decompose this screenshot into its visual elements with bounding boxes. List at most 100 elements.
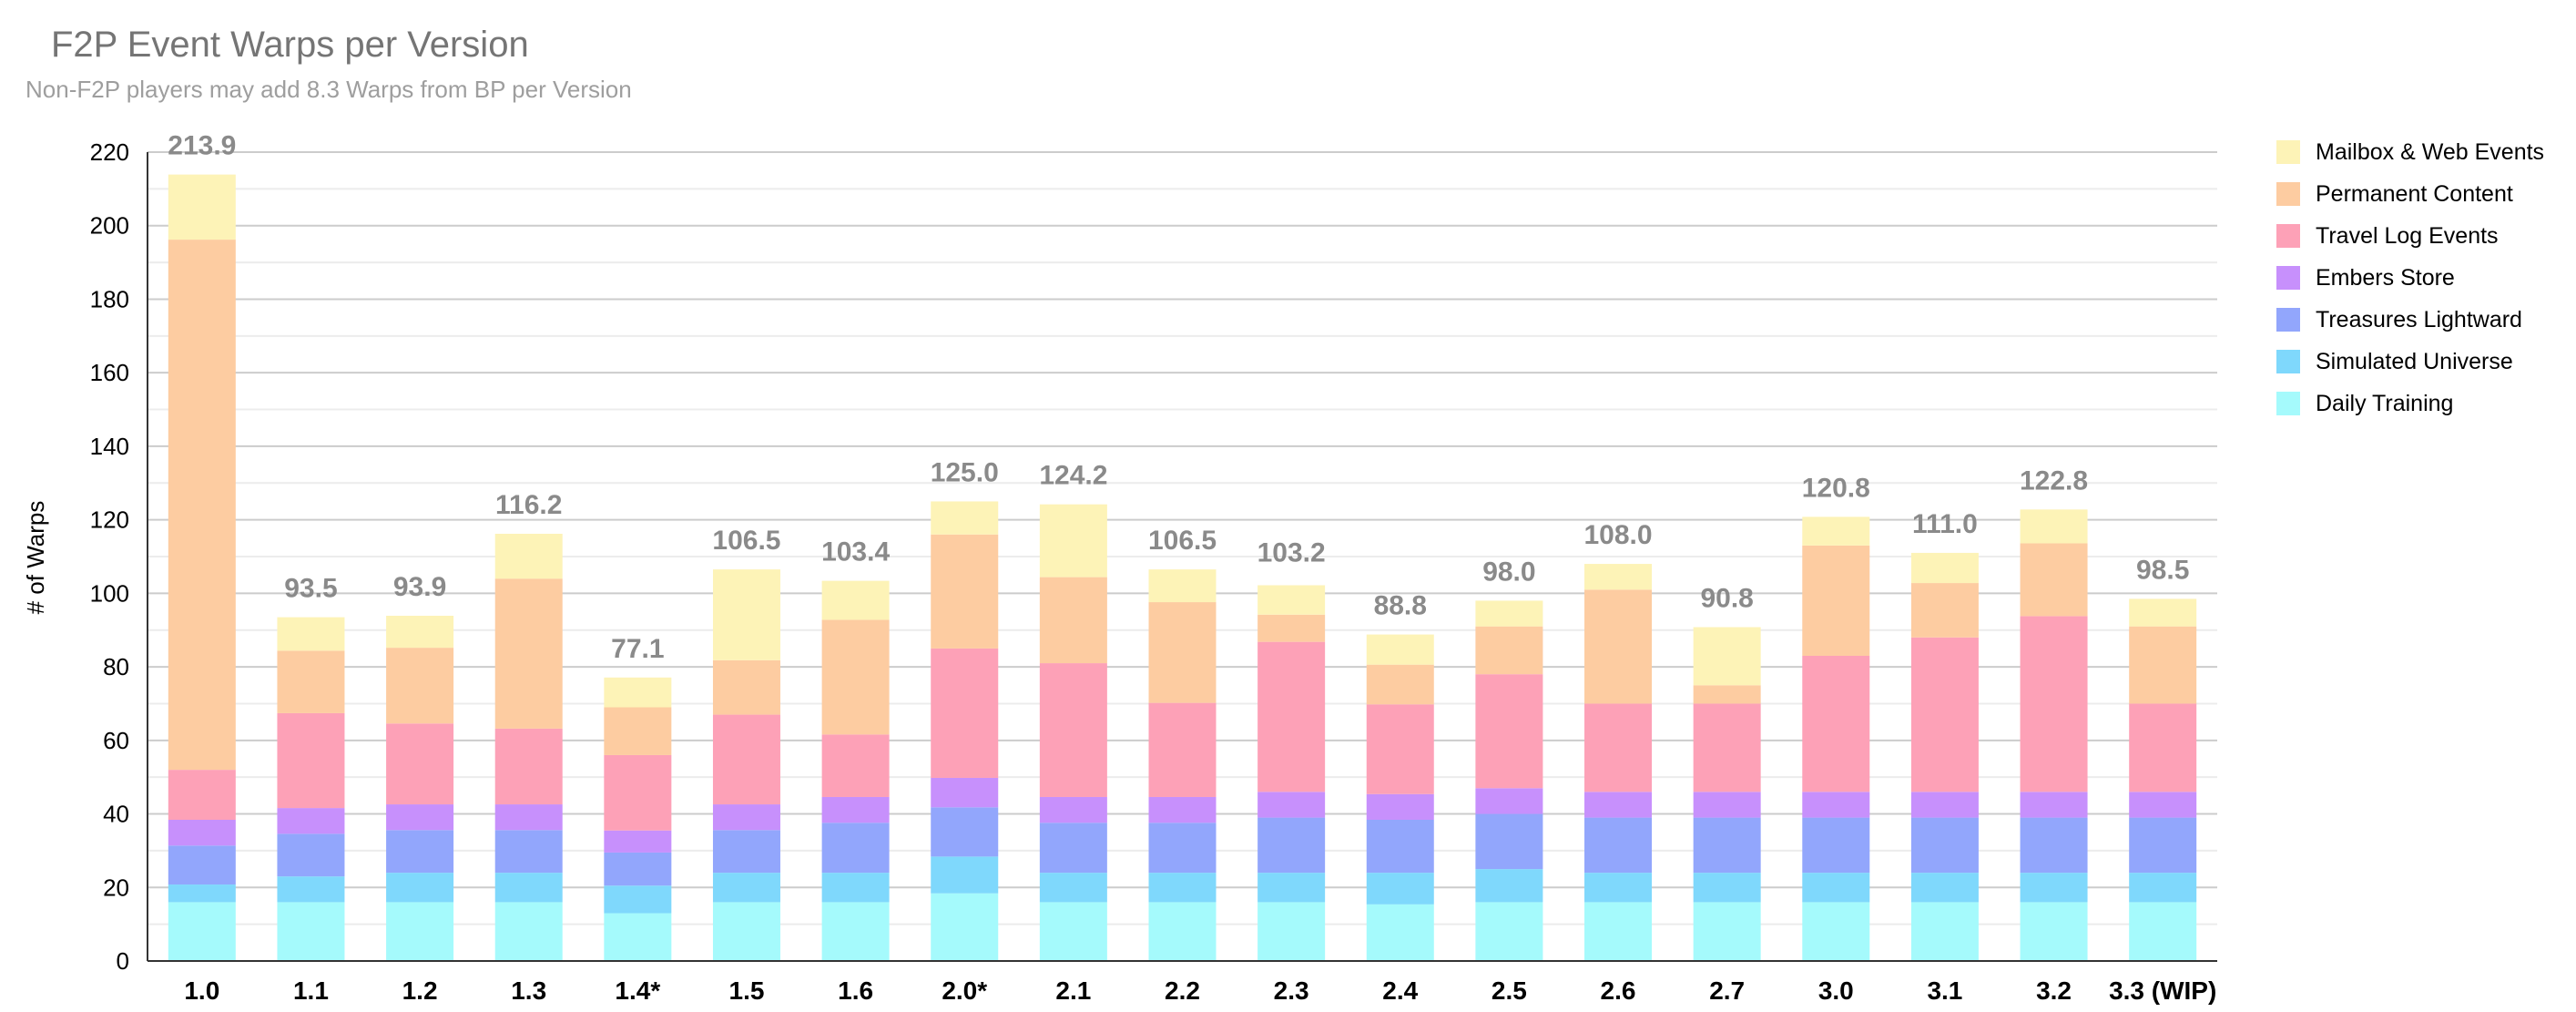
bar-segment: [931, 648, 999, 778]
bar-segment: [1910, 637, 1979, 792]
bar-segment: [2129, 902, 2197, 961]
bar-segment: [1475, 674, 1543, 789]
bar-segment: [931, 534, 999, 649]
bar-segment: [712, 804, 780, 831]
total-label: 108.0: [1583, 520, 1652, 550]
bar-segment: [1257, 614, 1326, 642]
bar-segment: [712, 873, 780, 903]
bar-segment: [712, 830, 780, 874]
total-label: 93.5: [284, 574, 337, 604]
legend-swatch: [2276, 224, 2300, 248]
bar-segment: [1693, 817, 1761, 874]
bar-segment: [1802, 545, 1870, 656]
total-label: 124.2: [1039, 461, 1107, 491]
bar-segment: [277, 617, 345, 651]
bar-segment: [277, 808, 345, 834]
x-tick-label: 3.2: [2036, 976, 2072, 1005]
bar-segment: [1910, 583, 1979, 638]
legend: Mailbox & Web Events Permanent Content Tra…: [2276, 139, 2544, 416]
y-tick-label: 100: [90, 579, 129, 607]
bar-segment: [1257, 641, 1326, 792]
bar-segment: [277, 876, 345, 903]
bar-segment: [1802, 902, 1870, 961]
bar-segment: [2129, 598, 2197, 627]
bar-segment: [494, 728, 563, 805]
bar-segment: [1366, 873, 1434, 905]
bar-segment: [821, 873, 890, 903]
bar-segment: [1148, 602, 1217, 703]
bar-segment: [1475, 902, 1543, 961]
bar-segment: [1802, 516, 1870, 546]
bar-segment: [1910, 902, 1979, 961]
bar-totals: 213.9 93.5 93.9 116.2 77.1 106.5 103.4 125.0 124…: [168, 131, 2189, 664]
bar-segment: [168, 770, 236, 821]
legend-label: Embers Store: [2316, 265, 2455, 291]
bar-segment: [604, 913, 672, 961]
total-label: 111.0: [1912, 509, 1978, 539]
bar-segment: [1910, 873, 1979, 903]
y-tick-label: 20: [103, 874, 129, 901]
bar-segment: [1475, 626, 1543, 675]
y-tick-label: 120: [90, 506, 129, 534]
bar-segment: [712, 714, 780, 805]
x-tick-label: 2.4: [1382, 976, 1418, 1005]
bar-segment: [1584, 873, 1653, 903]
bar-segment: [931, 501, 999, 535]
bar-segment: [386, 723, 454, 805]
bar-segment: [931, 856, 999, 894]
bar-segment: [494, 804, 563, 831]
total-label: 213.9: [168, 131, 236, 161]
x-tick-label: 2.7: [1709, 976, 1745, 1005]
bars: [168, 174, 2197, 961]
bar-segment: [1039, 504, 1107, 578]
bar-segment: [1148, 569, 1217, 603]
bar-segment: [2129, 792, 2197, 818]
bar-segment: [931, 807, 999, 857]
bar-segment: [168, 845, 236, 885]
y-tick-label: 180: [90, 285, 129, 312]
bar-segment: [1148, 823, 1217, 874]
bar-segment: [1366, 820, 1434, 874]
bar-segment: [2129, 626, 2197, 704]
axes: [147, 152, 2217, 962]
bar-segment: [821, 580, 890, 620]
x-tick-label: 1.3: [511, 976, 546, 1005]
bar-segment: [2020, 817, 2088, 874]
chart-subtitle: Non-F2P players may add 8.3 Warps from B…: [25, 76, 632, 103]
bar-segment: [2020, 543, 2088, 617]
bar-segment: [604, 885, 672, 914]
bar-segment: [712, 659, 780, 715]
x-tick-label: 2.0*: [942, 976, 987, 1005]
x-tick-label: 1.6: [838, 976, 873, 1005]
bar-segment: [1039, 577, 1107, 664]
total-label: 122.8: [2020, 465, 2088, 496]
bar-segment: [1257, 585, 1326, 615]
y-tick-label: 160: [90, 359, 129, 386]
bar-segment: [1802, 873, 1870, 903]
bar-segment: [494, 902, 563, 961]
bar-segment: [168, 240, 236, 771]
bar-segment: [1693, 627, 1761, 686]
bar-segment: [1584, 589, 1653, 704]
bar-segment: [2129, 873, 2197, 903]
bar-segment: [1693, 703, 1761, 792]
bar-segment: [1584, 902, 1653, 961]
bar-segment: [1475, 869, 1543, 903]
bar-segment: [1475, 813, 1543, 870]
bar-segment: [1802, 792, 1870, 818]
legend-label: Permanent Content: [2316, 181, 2513, 207]
bar-segment: [821, 734, 890, 797]
bar-segment: [1366, 904, 1434, 961]
bar-segment: [168, 902, 236, 961]
y-tick-label: 60: [103, 727, 129, 754]
total-label: 106.5: [1148, 526, 1217, 556]
bar-segment: [1039, 873, 1107, 903]
bar-segment: [821, 823, 890, 874]
bar-segment: [821, 902, 890, 961]
total-label: 77.1: [611, 634, 664, 664]
y-tick-label: 200: [90, 212, 129, 240]
total-label: 116.2: [495, 490, 562, 520]
bar-segment: [604, 830, 672, 853]
legend-swatch: [2276, 182, 2300, 206]
